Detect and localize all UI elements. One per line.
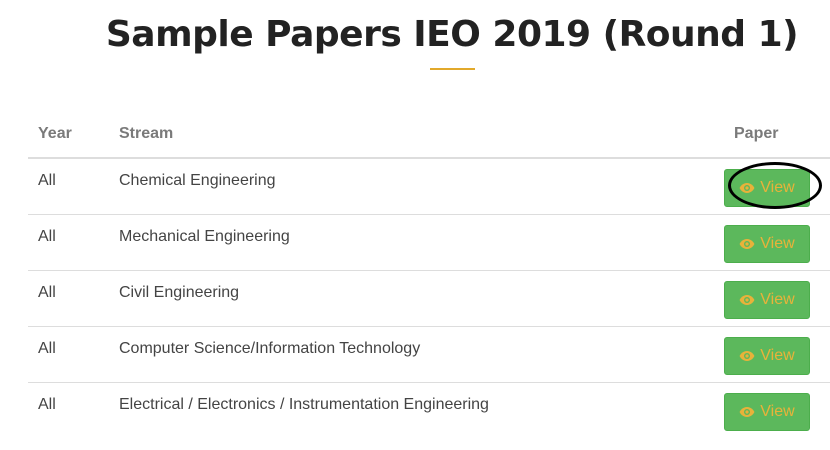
cell-stream: Chemical Engineering [109, 158, 724, 215]
cell-paper: View [724, 326, 830, 383]
cell-paper: View [724, 270, 830, 327]
cell-paper: View [724, 382, 830, 438]
table-row: All Civil Engineering View [28, 270, 830, 327]
table-row: All Chemical Engineering View [28, 158, 830, 215]
cell-stream: Mechanical Engineering [109, 214, 724, 271]
view-button-label: View [760, 290, 795, 308]
cell-year: All [28, 214, 109, 271]
view-paper-button[interactable]: View [724, 280, 810, 319]
eye-icon [739, 238, 755, 249]
sample-papers-table: Year Stream Paper All Chemical Engineeri… [28, 110, 830, 438]
cell-stream: Civil Engineering [109, 270, 724, 327]
table-row: All Mechanical Engineering View [28, 214, 830, 271]
view-button-label: View [760, 346, 795, 364]
cell-year: All [28, 326, 109, 383]
column-header-year: Year [28, 110, 109, 159]
view-paper-button[interactable]: View [724, 224, 810, 263]
table-row: All Electrical / Electronics / Instrumen… [28, 382, 830, 438]
eye-icon [739, 406, 755, 417]
eye-icon [739, 294, 755, 305]
view-button-label: View [760, 402, 795, 420]
page-title: Sample Papers IEO 2019 (Round 1) [105, 14, 799, 55]
column-header-paper: Paper [724, 110, 830, 159]
view-button-label: View [760, 179, 795, 196]
view-paper-button[interactable]: View [724, 336, 810, 375]
eye-icon [739, 183, 755, 193]
title-underline [430, 68, 475, 70]
cell-paper: View [724, 158, 830, 215]
table-row: All Computer Science/Information Technol… [28, 326, 830, 383]
cell-year: All [38, 395, 56, 413]
cell-stream: Computer Science/Information Technology [109, 326, 724, 383]
view-button-label: View [760, 234, 795, 252]
cell-paper: View [724, 214, 830, 271]
table-header-row: Year Stream Paper [28, 110, 830, 159]
eye-icon [739, 350, 755, 361]
view-paper-button[interactable]: View [724, 392, 810, 431]
cell-stream: Electrical / Electronics / Instrumentati… [119, 395, 489, 413]
cell-year: All [28, 158, 109, 215]
cell-year: All [28, 270, 109, 327]
view-paper-button[interactable]: View [724, 169, 810, 207]
column-header-stream: Stream [109, 110, 724, 159]
